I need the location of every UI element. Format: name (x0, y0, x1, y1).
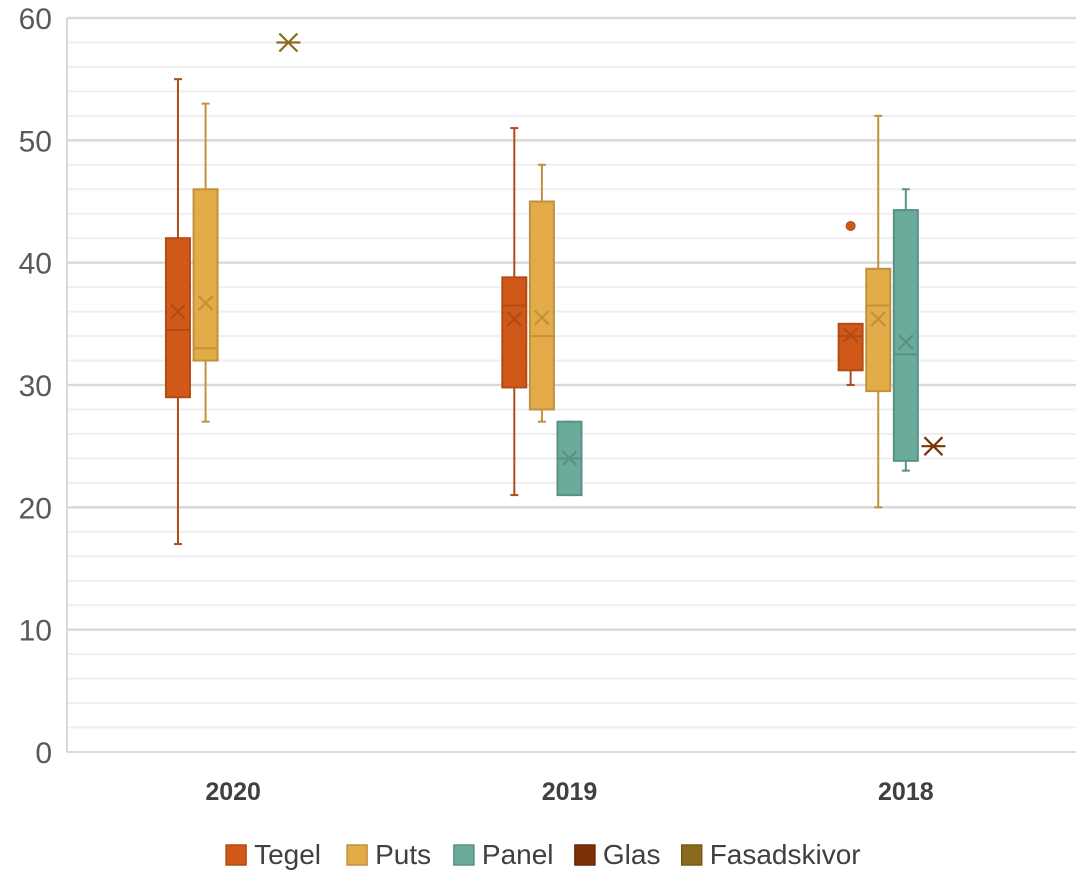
box (501, 276, 528, 389)
legend-swatch (346, 844, 368, 866)
legend-swatch (680, 844, 703, 866)
box-puts-2020 (192, 102, 219, 423)
legend-label: Panel (482, 839, 554, 870)
y-tick-label: 50 (19, 125, 52, 158)
x-axis: 2020 2019 2018 (205, 778, 933, 806)
box-tegel-2019 (501, 127, 528, 497)
box-panel-2018 (892, 188, 919, 472)
mean-marker (506, 311, 523, 327)
mean-marker (534, 309, 550, 326)
box (192, 188, 219, 362)
legend-item-panel: Panel (453, 839, 554, 870)
box-tegel-2018 (837, 220, 864, 386)
plot-area (164, 32, 946, 546)
box (528, 200, 555, 411)
box-panel-2019 (556, 420, 583, 497)
box (865, 267, 892, 393)
legend: Tegel Puts Panel Glas Fasadskivor (225, 839, 861, 870)
legend-swatch (453, 844, 475, 866)
mean-marker (561, 450, 578, 467)
box-glas-2018 (921, 436, 946, 456)
legend-item-tegel: Tegel (225, 839, 321, 870)
legend-label: Tegel (254, 839, 321, 870)
y-tick-label: 20 (19, 492, 52, 525)
box (837, 322, 864, 372)
y-axis: 0 10 20 30 40 50 60 (19, 3, 52, 770)
mean-marker (898, 334, 914, 350)
gridlines (66, 16, 1076, 753)
box-tegel-2020 (164, 78, 191, 546)
mean-marker (170, 303, 186, 320)
y-tick-label: 40 (19, 248, 52, 281)
mean-marker (197, 295, 214, 311)
legend-swatch (225, 844, 247, 866)
legend-item-glas: Glas (574, 839, 661, 870)
box (164, 237, 191, 399)
box-puts-2019 (528, 163, 555, 423)
box-fasadskivor-2020 (276, 32, 301, 53)
legend-swatch (574, 844, 596, 866)
outlier-point (845, 220, 856, 231)
y-tick-label: 10 (19, 615, 52, 648)
y-tick-label: 0 (35, 737, 52, 770)
x-tick-label: 2020 (205, 778, 261, 806)
mean-marker (870, 311, 887, 327)
legend-label: Glas (603, 839, 661, 870)
box-puts-2018 (865, 114, 892, 509)
mean-marker (842, 327, 859, 343)
legend-label: Fasadskivor (710, 839, 861, 870)
legend-item-fasadskivor: Fasadskivor (680, 839, 861, 870)
y-tick-label: 60 (19, 3, 52, 36)
box (892, 209, 919, 462)
legend-label: Puts (375, 839, 431, 870)
x-tick-label: 2018 (878, 778, 934, 806)
x-tick-label: 2019 (542, 778, 598, 806)
y-tick-label: 30 (19, 370, 52, 403)
legend-item-puts: Puts (346, 839, 431, 870)
